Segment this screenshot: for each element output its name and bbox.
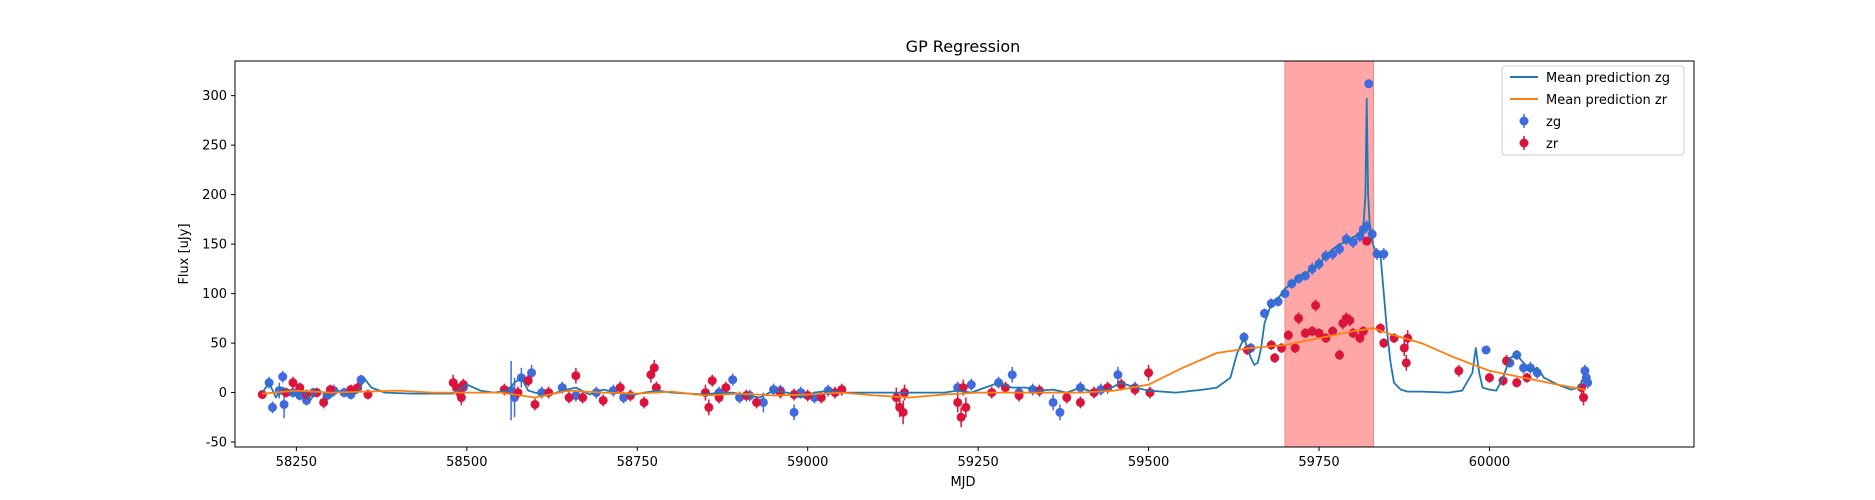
data-point-zr: [721, 381, 731, 394]
data-point-zr: [1300, 328, 1310, 339]
data-point-zr: [1144, 364, 1154, 381]
data-point-zr: [319, 396, 329, 409]
y-tick-label: 150: [202, 238, 227, 253]
y-tick-label: 100: [202, 287, 227, 302]
data-point-zr: [1283, 330, 1293, 341]
axes: 58250 58500 58750 59000 59250 59500 59750 60000…: [202, 60, 1695, 470]
x-tick-label: 58250: [276, 455, 317, 470]
data-point-zg: [966, 378, 976, 391]
legend-marker-zr: [1519, 136, 1529, 150]
plot-content: [257, 61, 1593, 447]
data-point-zr: [707, 374, 717, 387]
data-point-zr: [1579, 389, 1589, 406]
data-point-zr: [898, 400, 908, 425]
data-point-zr: [288, 376, 298, 389]
legend-label-zr: zr: [1546, 137, 1559, 152]
y-tick-label: -50: [206, 436, 227, 451]
x-tick-label: 60000: [1469, 455, 1510, 470]
data-point-zr: [571, 367, 581, 384]
data-point-zg: [278, 370, 288, 383]
data-point-zr: [1362, 236, 1372, 246]
plot-area: [257, 61, 1593, 447]
legend: Mean prediction zg Mean prediction zr zg…: [1501, 65, 1685, 156]
data-point-zr: [1290, 343, 1300, 353]
data-point-zr: [530, 398, 540, 411]
data-point-zr: [1401, 354, 1411, 371]
y-tick-label: 0: [219, 386, 227, 401]
data-point-zr: [1484, 372, 1494, 383]
data-point-zg: [1355, 230, 1365, 243]
data-point-zg: [1113, 366, 1123, 383]
data-point-zr: [1294, 312, 1304, 325]
data-point-zr: [704, 399, 714, 416]
legend-box: [1501, 65, 1685, 156]
data-point-zr: [1399, 340, 1409, 356]
data-point-zr: [1062, 391, 1072, 404]
y-axis-title: Flux [uJy]: [177, 223, 192, 284]
data-point-zr: [598, 394, 608, 407]
data-point-zr: [578, 391, 588, 404]
data-point-zr: [639, 396, 649, 409]
chart-title: GP Regression: [906, 37, 1021, 56]
y-tick-label: 250: [202, 139, 227, 154]
data-point-zr: [649, 359, 659, 376]
x-tick-label: 59750: [1298, 455, 1339, 470]
data-point-zr: [1334, 350, 1344, 360]
y-tick-label: 50: [210, 337, 227, 352]
y-tick-label: 200: [202, 188, 227, 203]
y-tick-label: 300: [202, 89, 227, 104]
data-point-zr: [523, 374, 533, 387]
x-tick-label: 58500: [446, 455, 487, 470]
data-point-zr: [1345, 314, 1355, 327]
data-point-zg: [789, 404, 799, 421]
data-point-zr: [1314, 328, 1324, 339]
data-point-zr: [1512, 377, 1522, 388]
data-point-zr: [1307, 326, 1317, 337]
data-point-zr: [458, 378, 468, 391]
plot-frame: [234, 60, 1695, 448]
data-point-zr: [615, 381, 625, 394]
data-point-zg: [1379, 248, 1389, 260]
data-point-zr: [1075, 396, 1085, 409]
legend-label-mean-zg: Mean prediction zg: [1546, 71, 1670, 86]
data-point-zr: [1355, 333, 1365, 344]
data-point-zg: [1048, 394, 1058, 411]
data-point-zr: [956, 407, 966, 428]
data-point-zr: [961, 397, 971, 418]
data-point-zg: [1007, 366, 1017, 383]
data-point-zr: [1454, 364, 1464, 377]
data-point-zg: [1055, 404, 1065, 421]
data-point-zr: [752, 396, 762, 409]
data-point-zg: [1583, 376, 1593, 389]
legend-label-mean-zr: Mean prediction zr: [1546, 93, 1668, 108]
data-point-zg: [1481, 345, 1491, 355]
data-point-zg: [1364, 79, 1374, 89]
legend-label-zg: zg: [1546, 115, 1561, 130]
data-point-zg: [728, 373, 738, 386]
x-tick-label: 58750: [617, 455, 658, 470]
data-point-zr: [1379, 338, 1389, 349]
data-point-zg: [1300, 270, 1310, 281]
legend-marker-zg: [1519, 114, 1529, 128]
data-point-zr: [953, 392, 963, 413]
data-point-zr: [564, 391, 574, 404]
x-tick-label: 59250: [957, 455, 998, 470]
x-axis-title: MJD: [950, 475, 975, 490]
data-point-zr: [1270, 352, 1280, 363]
data-point-zr: [1311, 299, 1321, 312]
data-point-zg: [267, 401, 277, 414]
x-tick-label: 59500: [1128, 455, 1169, 470]
line-mean-prediction-zr: [262, 327, 1586, 399]
x-tick-label: 59000: [787, 455, 828, 470]
